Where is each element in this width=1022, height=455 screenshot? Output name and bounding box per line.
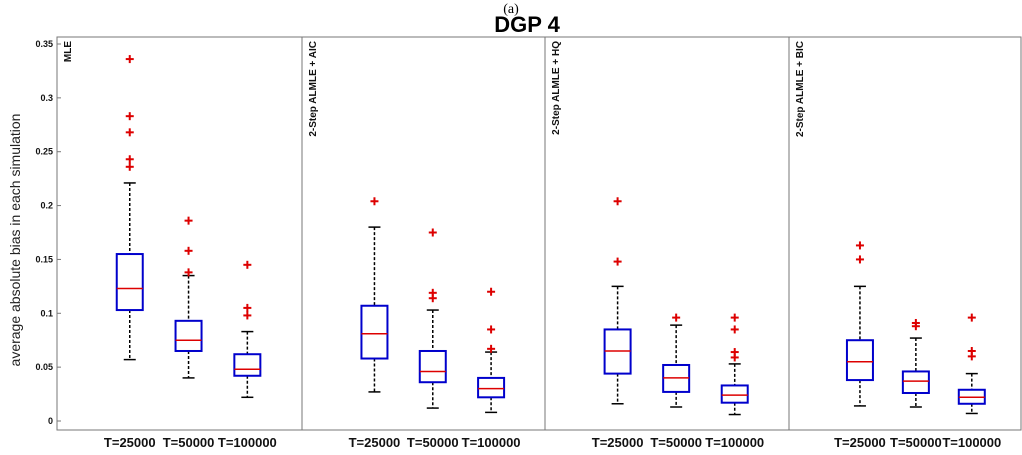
- box-iqr: [360, 304, 389, 360]
- outlier-point: [428, 228, 437, 237]
- box: [418, 228, 447, 409]
- panel-label: 2-Step ALMLE + HQ: [551, 41, 562, 135]
- chart-supertitle: (a): [503, 2, 519, 17]
- x-category-label: T=50000: [163, 435, 215, 450]
- outlier-point: [243, 303, 252, 312]
- panel-label: 2-Step ALMLE + AIC: [308, 41, 319, 137]
- box-iqr: [115, 253, 144, 312]
- panel-frames: [56, 36, 1022, 431]
- x-category-label: T=25000: [104, 435, 156, 450]
- box-iqr: [477, 376, 506, 399]
- box: [957, 313, 986, 415]
- outlier-point: [125, 128, 134, 137]
- box: [233, 260, 262, 399]
- x-category-label: T=50000: [890, 435, 942, 450]
- outlier-point: [125, 155, 134, 164]
- x-category-label: T=100000: [942, 435, 1001, 450]
- outlier-point: [730, 348, 739, 357]
- outlier-point: [370, 197, 379, 206]
- outlier-point: [613, 197, 622, 206]
- outlier-point: [967, 313, 976, 322]
- x-category-label: T=50000: [650, 435, 702, 450]
- box: [603, 197, 632, 405]
- outlier-point: [243, 311, 252, 320]
- panel: 2-Step ALMLE + HQ: [551, 41, 749, 416]
- y-tick-label: 0.15: [35, 254, 53, 264]
- box: [662, 313, 691, 408]
- panel-frame: [544, 36, 790, 431]
- panel-frame: [788, 36, 1022, 431]
- box-iqr: [901, 370, 930, 394]
- outlier-point: [487, 344, 496, 353]
- outlier-point: [672, 313, 681, 322]
- panel-frame: [56, 36, 303, 431]
- x-category-label: T=100000: [218, 435, 277, 450]
- panel: 2-Step ALMLE + BIC: [795, 41, 986, 415]
- box: [720, 313, 749, 416]
- x-category-label: T=25000: [834, 435, 886, 450]
- outlier-point: [243, 260, 252, 269]
- box: [360, 197, 389, 393]
- box-iqr: [720, 384, 749, 404]
- y-tick-label: 0.2: [40, 201, 53, 211]
- y-tick-label: 0.1: [40, 308, 53, 318]
- outlier-point: [911, 318, 920, 327]
- x-category-label: T=100000: [462, 435, 521, 450]
- y-tick-label: 0.25: [35, 147, 53, 157]
- outlier-point: [125, 55, 134, 64]
- box: [901, 318, 930, 408]
- outlier-point: [730, 325, 739, 334]
- outlier-point: [184, 246, 193, 255]
- y-tick-label: 0.05: [35, 362, 53, 372]
- x-axis: T=25000 T=50000 T=100000 T=25000 T=50000 T=10…: [104, 435, 1001, 450]
- outlier-point: [487, 287, 496, 296]
- box: [477, 287, 506, 414]
- box: [174, 216, 203, 379]
- x-category-label: T=50000: [407, 435, 459, 450]
- y-axis: 0 0.05 0.1 0.15 0.2 0.25 0.3 0.35: [35, 39, 61, 426]
- outlier-point: [730, 313, 739, 322]
- panel-label: 2-Step ALMLE + BIC: [795, 41, 806, 137]
- y-tick-label: 0.3: [40, 93, 53, 103]
- outlier-point: [855, 241, 864, 250]
- y-tick-label: 0: [48, 416, 53, 426]
- outlier-point: [184, 268, 193, 277]
- outlier-point: [967, 346, 976, 355]
- box-iqr: [418, 349, 447, 384]
- box-iqr: [233, 353, 262, 377]
- outlier-point: [613, 257, 622, 266]
- panel-label: MLE: [63, 41, 74, 62]
- x-category-label: T=25000: [349, 435, 401, 450]
- outlier-point: [125, 162, 134, 171]
- outlier-point: [855, 255, 864, 264]
- box: [115, 55, 144, 361]
- box: [845, 241, 874, 407]
- outlier-point: [184, 216, 193, 225]
- outlier-point: [428, 288, 437, 297]
- x-category-label: T=100000: [705, 435, 764, 450]
- box-iqr: [174, 319, 203, 352]
- panel: MLE: [63, 41, 262, 399]
- box-iqr: [845, 339, 874, 382]
- outlier-point: [125, 112, 134, 121]
- x-category-label: T=25000: [592, 435, 644, 450]
- panels: MLE 2-Step ALMLE + AIC 2-Step ALMLE + HQ 2-…: [63, 41, 986, 416]
- panel: 2-Step ALMLE + AIC: [308, 41, 506, 414]
- y-axis-label: average absolute bias in each simulation: [7, 114, 23, 367]
- chart-title: DGP 4: [494, 12, 560, 37]
- y-tick-label: 0.35: [35, 39, 53, 49]
- outlier-point: [487, 325, 496, 334]
